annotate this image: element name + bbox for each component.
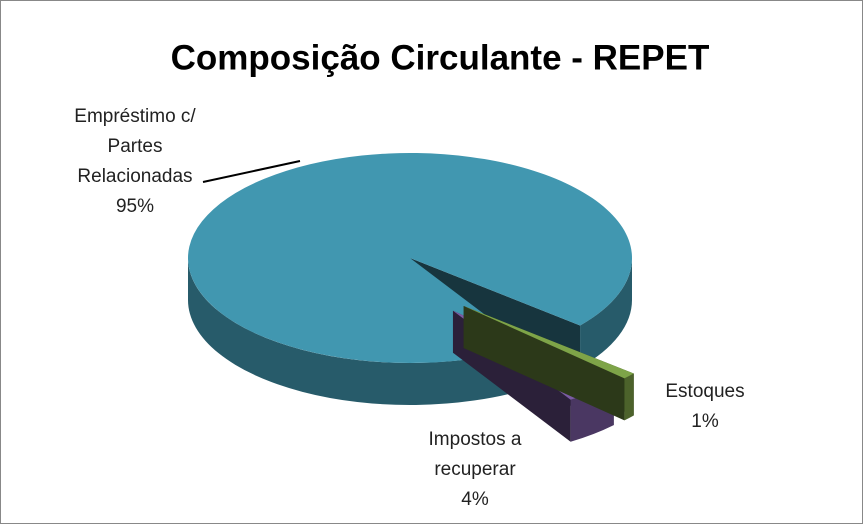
chart-title: Composição Circulante - REPET — [171, 38, 710, 77]
category-label: Empréstimo c/Partes Relacionadas — [74, 106, 196, 187]
pie — [188, 152, 634, 442]
category-label: Estoques — [665, 381, 744, 402]
value-label: 95% — [116, 196, 154, 217]
value-label: 1% — [691, 411, 719, 432]
slice — [463, 305, 634, 379]
leader-line — [202, 160, 301, 183]
slice-cut-face — [463, 305, 625, 421]
slice — [188, 152, 633, 363]
labels: Empréstimo c/Partes Relacionadas 95% Impost… — [74, 106, 744, 510]
slice-side — [580, 258, 632, 368]
slice-side — [624, 373, 634, 421]
category-label: Impostos a recuperar — [429, 429, 522, 480]
slice-side — [188, 258, 528, 406]
value-label: 4% — [461, 489, 489, 510]
